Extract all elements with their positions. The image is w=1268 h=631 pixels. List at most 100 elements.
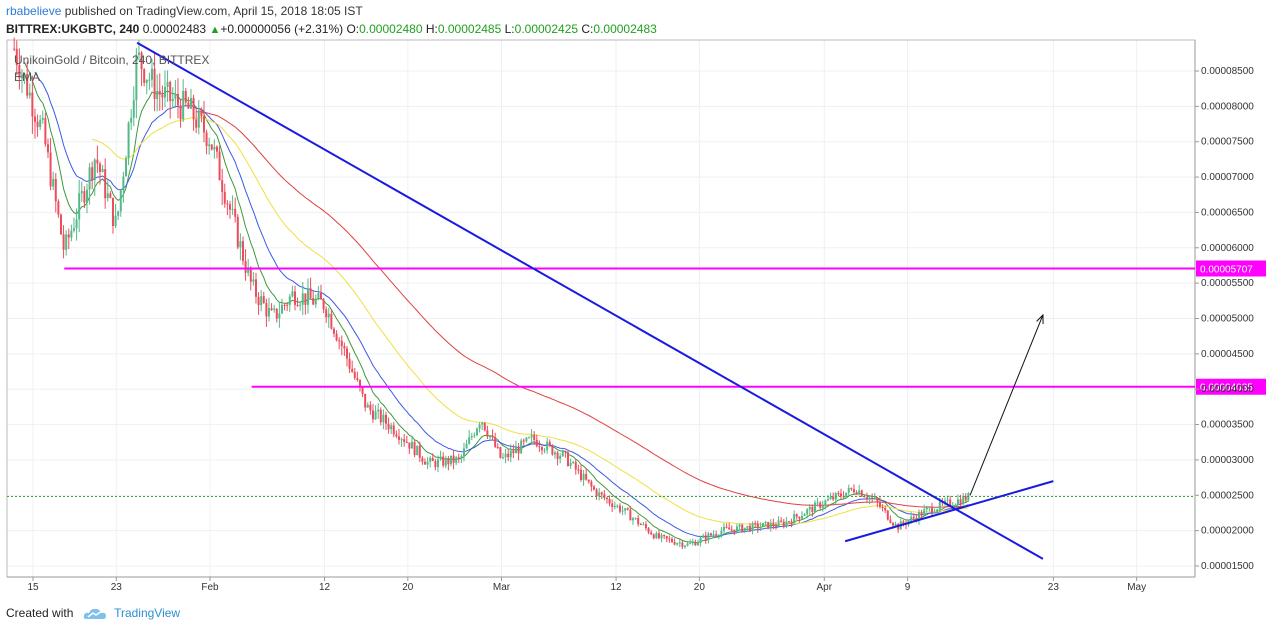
candle-bull <box>377 409 380 412</box>
candle-bear <box>548 441 551 446</box>
candle-bear <box>421 457 424 462</box>
publish-line: rbabelieve published on TradingView.com,… <box>6 4 363 18</box>
candle-bear <box>551 445 554 455</box>
candle-bear <box>587 479 590 482</box>
candle-bull <box>624 508 627 511</box>
legend-symbol: UnikoinGold / Bitcoin, 240, BITTREX <box>14 53 209 67</box>
candle-bear <box>67 234 70 238</box>
candle-bear <box>795 514 798 517</box>
candle-bear <box>153 68 156 99</box>
candle-bear <box>210 144 213 150</box>
candle-bull <box>208 144 211 147</box>
candle-bear <box>195 119 198 128</box>
ohlc-line: BITTREX:UKGBTC, 240 0.00002483 ▲+0.00000… <box>6 22 657 36</box>
tradingview-link[interactable]: TradingView <box>114 606 181 620</box>
candle-bull <box>400 439 403 441</box>
candle-bull <box>231 208 234 210</box>
footer: Created with TradingView <box>6 606 180 621</box>
candle-bear <box>96 159 99 164</box>
candle-bear <box>930 506 933 513</box>
candle-bear <box>564 451 567 453</box>
candle-bull <box>501 457 504 459</box>
candle-bear <box>223 191 226 204</box>
candle-bear <box>434 461 437 468</box>
candle-bear <box>592 486 595 490</box>
candle-bull <box>460 456 463 458</box>
candle-bull <box>473 435 476 437</box>
candle-bull <box>475 428 478 436</box>
candle-bear <box>397 436 400 440</box>
candle-bear <box>364 393 367 408</box>
candle-bear <box>819 502 822 508</box>
candle-bull <box>127 122 130 159</box>
candle-bear <box>254 279 257 297</box>
candle-bull <box>135 54 138 101</box>
candle-bull <box>429 458 432 462</box>
horizontal-levels: 0.00005707 0.00004035 <box>7 260 1266 497</box>
candle-bull <box>868 497 871 500</box>
candle-bear <box>325 309 328 318</box>
y-tick-label: 0.00004000 <box>1201 384 1254 395</box>
candle-bear <box>839 493 842 497</box>
candle-bull <box>660 534 663 539</box>
candle-bear <box>442 456 445 466</box>
candle-bear <box>611 503 614 508</box>
open-value: 0.00002480 <box>359 22 423 36</box>
x-tick-label: 20 <box>402 582 414 593</box>
candle-bear <box>304 293 307 305</box>
candle-bear <box>585 473 588 480</box>
candle-bear <box>179 105 182 120</box>
x-tick-label: 23 <box>111 582 123 593</box>
candle-bull <box>436 459 439 468</box>
candle-bull <box>426 461 429 465</box>
candle-bear <box>340 340 343 347</box>
candle-bear <box>319 292 322 300</box>
candle-bear <box>379 409 382 423</box>
price-chart[interactable]: 0.00005707 0.00004035 0.00008500 0.0000800… <box>0 0 1268 600</box>
arrow-head-icon <box>1036 313 1044 324</box>
candle-bear <box>176 94 179 106</box>
candle-bull <box>390 425 393 430</box>
candle-bear <box>517 447 520 454</box>
candle-bull <box>101 169 104 173</box>
candle-bull <box>917 512 920 521</box>
candle-bear <box>241 241 244 261</box>
candle-bull <box>634 518 637 520</box>
candle-bear <box>387 423 390 430</box>
y-tick-label: 0.00008000 <box>1201 101 1254 112</box>
candle-bear <box>756 523 759 529</box>
candle-bear <box>234 208 237 217</box>
candle-bull <box>306 288 309 305</box>
candle-bull <box>720 530 723 536</box>
candle-bull <box>894 523 897 526</box>
candle-bull <box>299 304 302 306</box>
candle-bull <box>130 117 133 123</box>
candle-bull <box>616 505 619 507</box>
candle-bull <box>956 499 959 505</box>
candle-bear <box>798 516 801 519</box>
candle-bear <box>725 526 728 528</box>
candle-bull <box>93 159 96 180</box>
candle-bear <box>351 368 354 372</box>
candle-bear <box>608 499 611 504</box>
candle-bull <box>803 514 806 517</box>
candle-bull <box>683 545 686 547</box>
candle-bear <box>330 313 333 329</box>
candle-bear <box>728 527 731 530</box>
candle-bear <box>13 48 16 50</box>
candle-bull <box>470 436 473 438</box>
candle-bear <box>275 308 278 319</box>
candle-bear <box>855 492 858 494</box>
candle-bull <box>39 119 42 128</box>
candle-bear <box>57 201 60 215</box>
candle-bull <box>374 411 377 420</box>
level-price-label: 0.00004035 <box>1200 383 1253 394</box>
candle-bull <box>182 90 185 120</box>
x-tick-label: 23 <box>1048 582 1060 593</box>
candle-bull <box>189 97 192 109</box>
ema-line <box>24 62 969 544</box>
candle-bear <box>228 204 231 210</box>
candle-bear <box>670 539 673 543</box>
candle-bear <box>322 299 325 310</box>
author-link[interactable]: rbabelieve <box>6 4 62 18</box>
